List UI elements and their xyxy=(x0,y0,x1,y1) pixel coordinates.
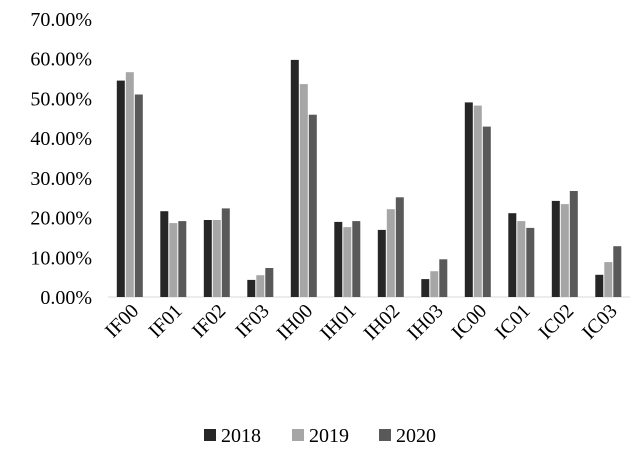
x-category-label: IC02 xyxy=(534,300,578,344)
bar-IF02-2020 xyxy=(221,208,230,297)
bar-IC02-2019 xyxy=(560,204,569,297)
x-category-label: IH01 xyxy=(316,300,361,345)
bar-IH01-2019 xyxy=(343,227,352,297)
bar-IH01-2018 xyxy=(334,221,343,297)
legend-swatch-2019 xyxy=(292,429,304,441)
y-tick-label: 30.00% xyxy=(30,168,92,190)
bar-IH02-2018 xyxy=(377,229,386,297)
y-axis-tick-labels: 0.00% 10.00% 20.00% 30.00% 40.00% 50.00% 60.00… xyxy=(30,9,92,309)
bar-IH00-2019 xyxy=(299,84,308,297)
bar-IF01-2018 xyxy=(160,211,169,297)
bar-IF00-2019 xyxy=(125,72,134,297)
x-category-label: IC03 xyxy=(578,300,622,344)
x-category-label: IF01 xyxy=(145,300,187,342)
bar-IF00-2018 xyxy=(116,80,125,297)
bar-IH03-2019 xyxy=(430,271,439,297)
y-tick-label: 60.00% xyxy=(30,49,92,71)
bar-IC03-2018 xyxy=(595,274,604,297)
bar-IH03-2018 xyxy=(421,279,430,297)
y-tick-label: 20.00% xyxy=(30,208,92,230)
legend-swatch-2018 xyxy=(204,429,216,441)
bar-IH00-2020 xyxy=(308,114,317,297)
x-category-label: IC01 xyxy=(491,300,535,344)
x-category-label: IC00 xyxy=(447,300,491,344)
bar-IC03-2020 xyxy=(613,246,622,297)
bar-IC02-2018 xyxy=(551,200,560,297)
legend-label: 2020 xyxy=(396,425,436,447)
bar-IC01-2019 xyxy=(517,221,526,297)
x-category-label: IH03 xyxy=(403,300,448,345)
bar-IC02-2020 xyxy=(569,191,578,297)
bar-IF01-2020 xyxy=(178,221,187,297)
bar-IC03-2019 xyxy=(604,262,613,297)
bar-IH03-2020 xyxy=(439,259,448,297)
x-category-label: IF03 xyxy=(232,300,274,342)
legend: 2018 2019 2020 xyxy=(204,425,436,447)
y-tick-label: 50.00% xyxy=(30,88,92,110)
bar-IC01-2020 xyxy=(526,227,535,297)
bar-IF02-2018 xyxy=(203,220,212,297)
bar-IH01-2020 xyxy=(352,221,361,297)
bar-IC00-2020 xyxy=(482,126,491,297)
bars xyxy=(116,59,622,298)
bar-IH00-2018 xyxy=(290,59,299,298)
bar-IF03-2020 xyxy=(265,268,274,297)
bar-IF01-2019 xyxy=(169,223,178,297)
legend-swatch-2020 xyxy=(379,429,391,441)
x-category-label: IF02 xyxy=(188,300,230,342)
bar-IC00-2018 xyxy=(464,102,473,298)
bar-IF00-2020 xyxy=(134,94,143,297)
x-category-label: IH02 xyxy=(360,300,405,345)
y-tick-label: 10.00% xyxy=(30,247,92,269)
x-category-label: IH00 xyxy=(273,300,318,345)
legend-label: 2019 xyxy=(309,425,349,447)
bar-IC01-2018 xyxy=(508,213,517,297)
legend-label: 2018 xyxy=(221,425,261,447)
x-category-label: IF00 xyxy=(101,300,143,342)
bar-IH02-2019 xyxy=(386,209,395,297)
bar-IF03-2019 xyxy=(256,275,265,297)
y-tick-label: 70.00% xyxy=(30,9,92,31)
bar-IC00-2019 xyxy=(473,105,482,297)
bar-IF03-2018 xyxy=(247,279,256,297)
bar-IH02-2020 xyxy=(395,197,404,297)
y-tick-label: 40.00% xyxy=(30,128,92,150)
y-tick-label: 0.00% xyxy=(40,287,92,309)
bar-IF02-2019 xyxy=(212,220,221,297)
